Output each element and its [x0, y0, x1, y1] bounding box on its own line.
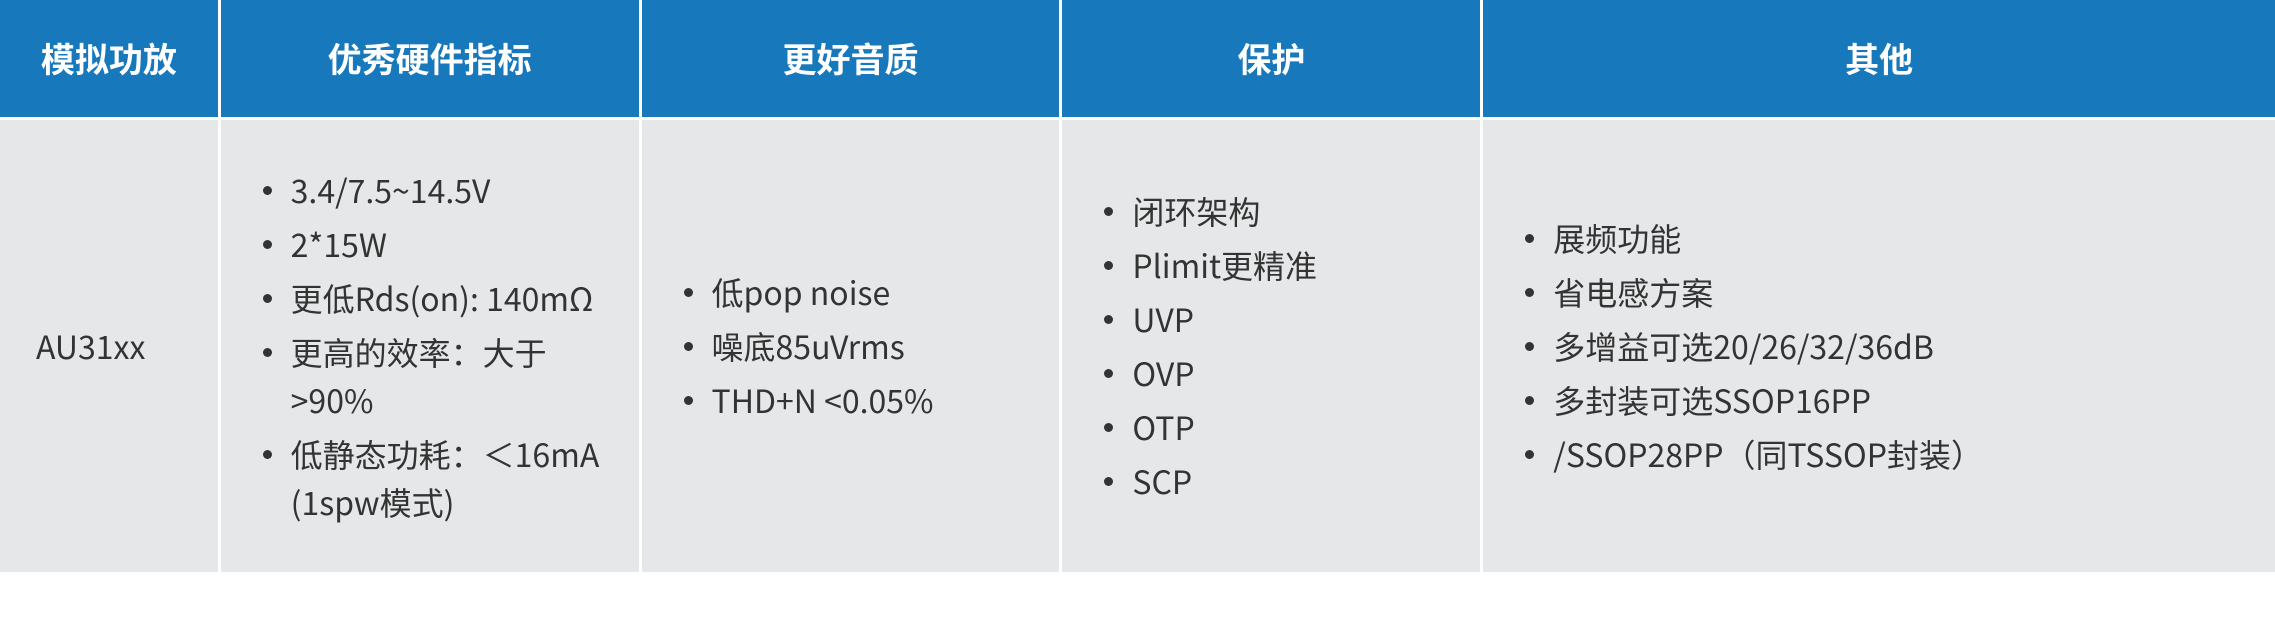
list-item: 省电感方案 — [1519, 268, 2239, 316]
other-list: 展频功能省电感方案多增益可选20/26/32/36dB 多封装可选SSOP16PP… — [1519, 214, 2239, 478]
cell-protect: 闭环架构 Plimit更精准 UVP OVP OTP SCP — [1062, 120, 1483, 572]
header-cell-hw: 优秀硬件指标 — [221, 0, 642, 120]
list-item: 低pop noise — [678, 268, 1024, 316]
list-item: 闭环架构 — [1098, 187, 1444, 235]
list-item: 低静态功耗：＜16mA (1spw模式) — [257, 430, 603, 526]
header-cell-audio: 更好音质 — [642, 0, 1063, 120]
cell-audio: 低pop noise 噪底85uVrms THD+N <0.05% — [642, 120, 1063, 572]
header-cell-other: 其他 — [1483, 0, 2275, 120]
list-item: THD+N <0.05% — [678, 376, 1024, 424]
list-item: 展频功能 — [1519, 214, 2239, 262]
header-cell-protect: 保护 — [1062, 0, 1483, 120]
table-wrapper: 模拟功放 优秀硬件指标 更好音质 保护 其他 AU31xx 3.4/7.5~14… — [0, 0, 2275, 572]
hw-list: 3.4/7.5~14.5V 2*15W 更低Rds(on): 140mΩ 更高的效率：… — [257, 166, 603, 526]
audio-list: 低pop noise 噪底85uVrms THD+N <0.05% — [678, 268, 1024, 424]
cell-hw: 3.4/7.5~14.5V 2*15W 更低Rds(on): 140mΩ 更高的效率：… — [221, 120, 642, 572]
table-header-row: 模拟功放 优秀硬件指标 更好音质 保护 其他 — [0, 0, 2275, 120]
table-row: AU31xx 3.4/7.5~14.5V 2*15W 更低Rds(on): 140m… — [0, 120, 2275, 572]
list-item: SCP — [1098, 457, 1444, 505]
list-item: OTP — [1098, 403, 1444, 451]
cell-part: AU31xx — [0, 120, 221, 572]
list-item: UVP — [1098, 295, 1444, 343]
list-item: OVP — [1098, 349, 1444, 397]
header-cell-part: 模拟功放 — [0, 0, 221, 120]
list-item: 2*15W — [257, 220, 603, 268]
protect-list: 闭环架构 Plimit更精准 UVP OVP OTP SCP — [1098, 187, 1444, 505]
list-item: 更低Rds(on): 140mΩ — [257, 274, 603, 322]
part-number: AU31xx — [36, 323, 145, 369]
list-item: 多封装可选SSOP16PP — [1519, 376, 2239, 424]
list-item: 噪底85uVrms — [678, 322, 1024, 370]
cell-other: 展频功能省电感方案多增益可选20/26/32/36dB 多封装可选SSOP16PP… — [1483, 120, 2275, 572]
list-item: 多增益可选20/26/32/36dB — [1519, 322, 2239, 370]
list-item: /SSOP28PP（同TSSOP封装） — [1519, 430, 2239, 478]
spec-table: 模拟功放 优秀硬件指标 更好音质 保护 其他 AU31xx 3.4/7.5~14… — [0, 0, 2275, 572]
list-item: 更高的效率：大于>90% — [257, 328, 603, 424]
list-item: 3.4/7.5~14.5V — [257, 166, 603, 214]
list-item: Plimit更精准 — [1098, 241, 1444, 289]
